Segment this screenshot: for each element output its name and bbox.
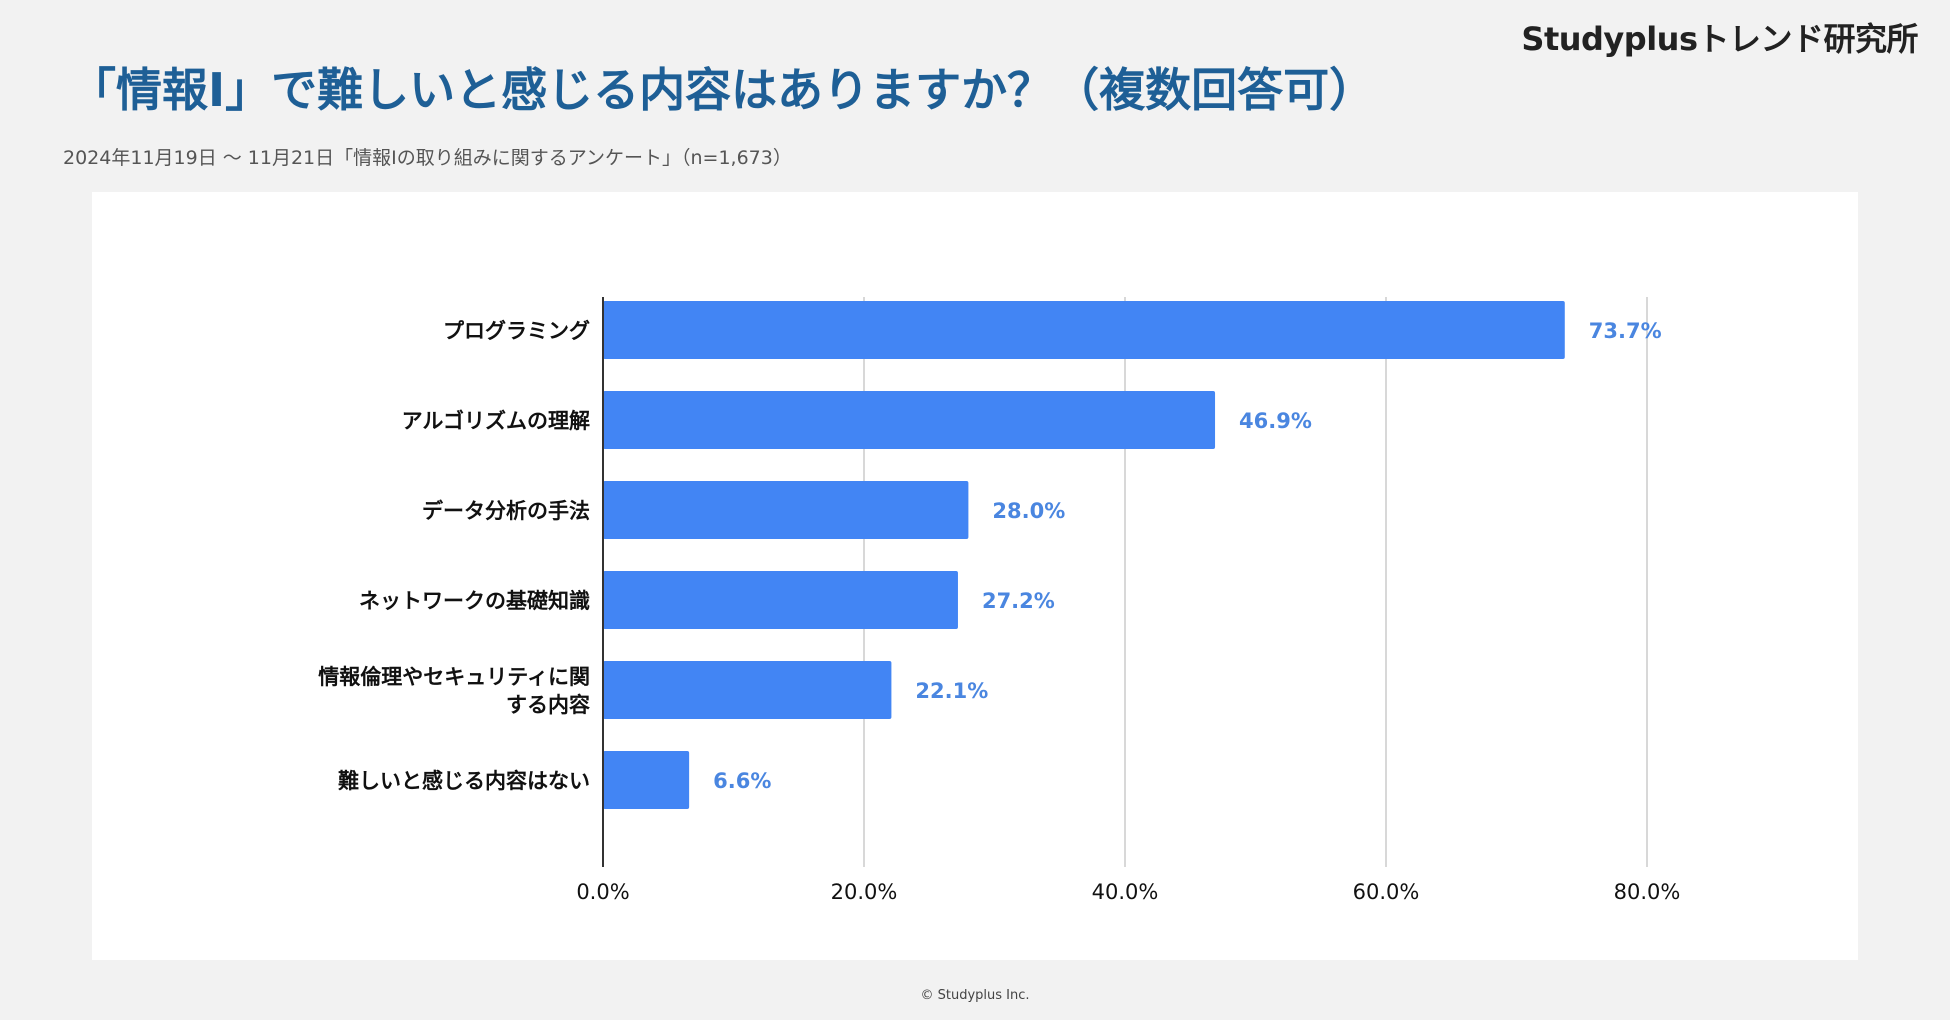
bar <box>603 571 958 629</box>
x-tick-label: 60.0% <box>1353 880 1420 904</box>
bar-value-label: 6.6% <box>713 769 771 793</box>
bar <box>603 751 690 809</box>
copyright: © Studyplus Inc. <box>920 988 1030 1003</box>
bar-value-label: 27.2% <box>982 589 1055 613</box>
bar <box>603 661 892 719</box>
chart-card: 0.0% 20.0% 40.0% 60.0% 80.0% 73.7% プログラミング 46.9… <box>92 192 1858 960</box>
x-tick-label: 20.0% <box>831 880 898 904</box>
bar-value-label: 28.0% <box>992 499 1065 523</box>
bar <box>603 301 1565 359</box>
bar-value-label: 73.7% <box>1589 319 1662 343</box>
x-tick-label: 80.0% <box>1614 880 1681 904</box>
bar <box>603 481 969 539</box>
category-label: ネットワークの基礎知識 <box>359 589 590 613</box>
category-label: 難しいと感じる内容はない <box>338 769 590 793</box>
page-title: 「情報Ⅰ」で難しいと感じる内容はありますか？（複数回答可） <box>70 63 1376 117</box>
brand-logo: Studyplusトレンド研究所 <box>1521 20 1918 58</box>
bar <box>603 391 1216 449</box>
bar-chart: 0.0% 20.0% 40.0% 60.0% 80.0% 73.7% プログラミング 46.9… <box>318 297 1681 904</box>
x-tick-label: 0.0% <box>576 880 629 904</box>
bar-value-label: 22.1% <box>915 679 988 703</box>
survey-subtitle: 2024年11月19日 〜 11月21日「情報Ⅰの取り組みに関するアンケート」（… <box>63 147 792 169</box>
category-label: アルゴリズムの理解 <box>402 409 590 433</box>
category-label: プログラミング <box>443 319 590 343</box>
bar-value-label: 46.9% <box>1239 409 1312 433</box>
category-label: データ分析の手法 <box>422 499 590 523</box>
category-label: 情報倫理やセキュリティに関する内容 <box>318 665 590 717</box>
x-tick-label: 40.0% <box>1092 880 1159 904</box>
